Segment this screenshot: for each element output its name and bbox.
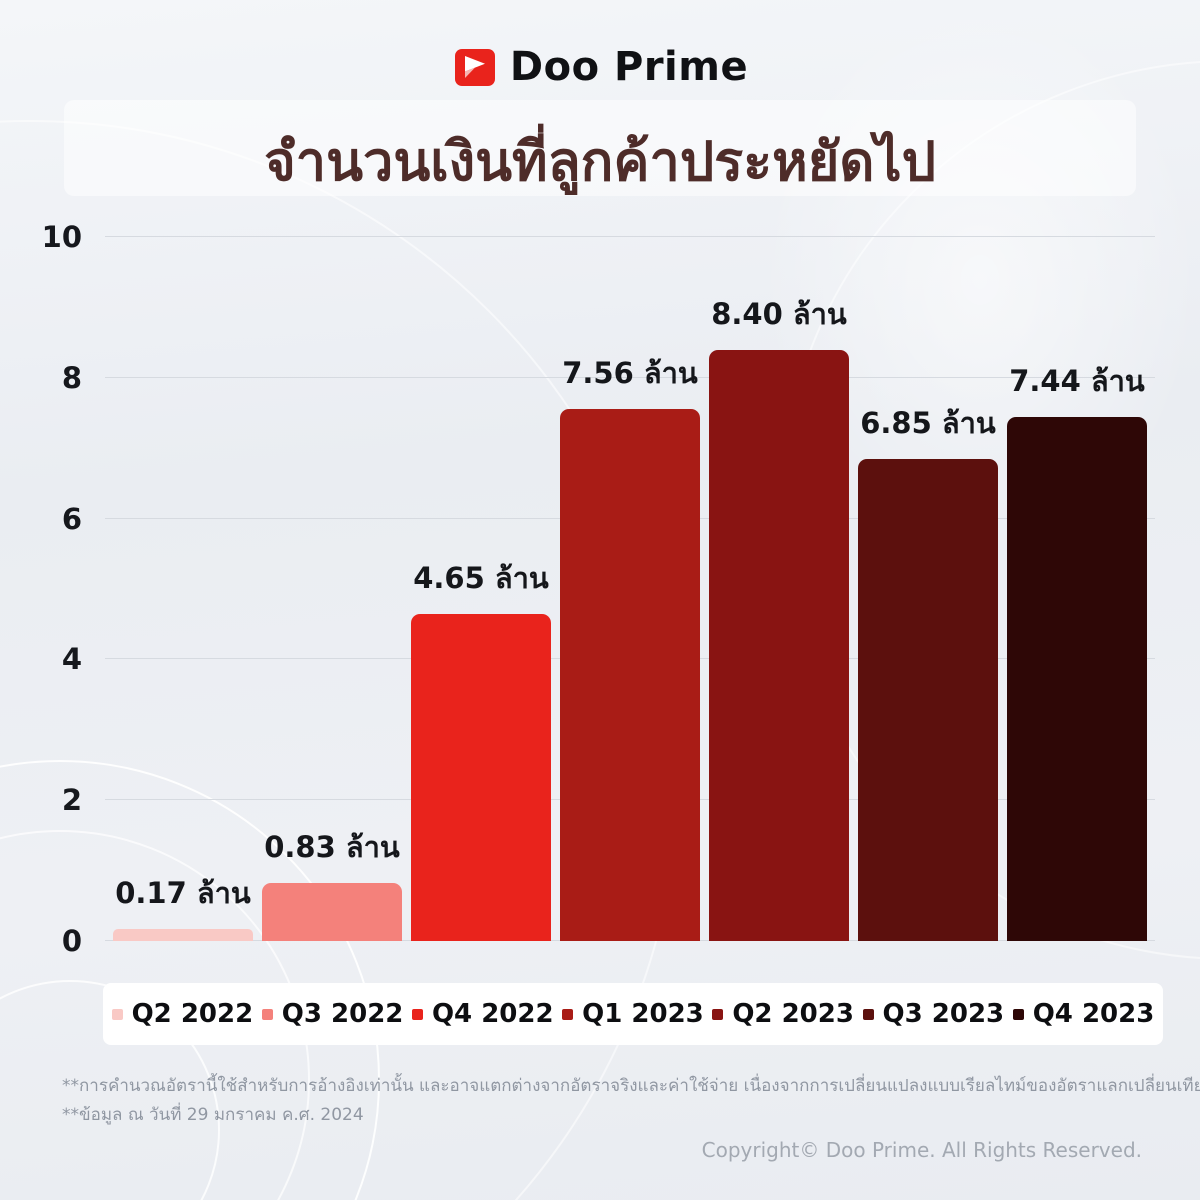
- legend-label: Q1 2023: [582, 999, 704, 1029]
- legend-item-q2-2022: Q2 2022: [111, 999, 254, 1029]
- copyright-text: Copyright© Doo Prime. All Rights Reserve…: [701, 1138, 1142, 1162]
- y-tick-label: 2: [61, 783, 82, 818]
- y-tick-label: 4: [61, 642, 82, 677]
- bar-value-label: 6.85 ล้าน: [860, 405, 996, 440]
- title-background-band: [64, 100, 1136, 196]
- legend-item-q4-2022: Q4 2022: [411, 999, 554, 1029]
- legend-label: Q3 2022: [281, 999, 404, 1029]
- legend-label: Q4 2022: [431, 999, 554, 1029]
- bar-value-label: 0.83 ล้าน: [264, 829, 400, 864]
- bar-q4-2022: 4.65 ล้าน: [411, 561, 551, 941]
- footnote-data-date: **ข้อมูล ณ วันที่ 29 มกราคม ค.ศ. 2024: [62, 1105, 364, 1125]
- plot-area: 0.17 ล้าน 0.83 ล้าน 4.65 ล้าน 7.56 ล้าน 8.40…: [105, 236, 1155, 941]
- brand-logo: Doo Prime: [0, 44, 1200, 90]
- bar-value-label: 0.17 ล้าน: [115, 876, 251, 911]
- legend-item-q3-2023: Q3 2023: [862, 999, 1005, 1029]
- y-tick-label: 8: [61, 360, 82, 395]
- y-tick-label: 10: [41, 220, 82, 254]
- legend-swatch: [261, 1008, 273, 1020]
- bar-value-label: 4.65 ล้าน: [413, 560, 549, 595]
- doo-prime-logo-icon: [454, 49, 495, 86]
- legend-swatch: [111, 1008, 123, 1020]
- legend-label: Q2 2023: [732, 999, 854, 1029]
- y-tick-label: 6: [61, 501, 82, 536]
- legend-swatch: [862, 1008, 874, 1020]
- bar-q2-2022: 0.17 ล้าน: [113, 876, 253, 941]
- bar-value-label: 7.44 ล้าน: [1009, 364, 1145, 399]
- bar-q1-2023: 7.56 ล้าน: [560, 356, 700, 941]
- legend: Q2 2022 Q3 2022 Q4 2022 Q1 2023 Q2 2023 Q3 20…: [103, 983, 1163, 1045]
- legend-swatch: [562, 1008, 574, 1020]
- legend-swatch: [411, 1008, 423, 1020]
- chart-title: จำนวนเงินที่ลูกค้าประหยัดไป: [264, 130, 936, 193]
- footnote-disclaimer: **การคำนวณอัตรานี้ใช้สำหรับการอ้างอิงเท่…: [62, 1076, 1200, 1096]
- bar-q3-2023: 6.85 ล้าน: [858, 406, 998, 941]
- y-tick-label: 0: [61, 924, 82, 958]
- legend-label: Q2 2022: [131, 999, 254, 1029]
- y-axis-labels: 0 2 4 6 8 10: [0, 220, 96, 958]
- bar-q3-2022: 0.83 ล้าน: [262, 830, 402, 941]
- legend-label: Q3 2023: [882, 999, 1005, 1029]
- brand-name: Doo Prime: [509, 44, 749, 90]
- legend-item-q3-2022: Q3 2022: [261, 999, 404, 1029]
- legend-label: Q4 2023: [1032, 999, 1155, 1029]
- bars: 0.17 ล้าน 0.83 ล้าน 4.65 ล้าน 7.56 ล้าน 8.40…: [105, 237, 1155, 941]
- legend-item-q1-2023: Q1 2023: [562, 999, 704, 1029]
- bar-value-label: 7.56 ล้าน: [562, 355, 698, 390]
- bar-q4-2023: 7.44 ล้าน: [1007, 364, 1147, 941]
- gridline: [105, 376, 1155, 378]
- footnotes: **การคำนวณอัตรานี้ใช้สำหรับการอ้างอิงเท่…: [62, 1072, 1200, 1130]
- bar-q2-2023: 8.40 ล้าน: [709, 297, 849, 941]
- legend-item-q2-2023: Q2 2023: [712, 999, 854, 1029]
- legend-swatch: [712, 1008, 724, 1020]
- bar-value-label: 8.40 ล้าน: [711, 296, 847, 331]
- legend-item-q4-2023: Q4 2023: [1012, 999, 1155, 1029]
- gridline: [105, 236, 1155, 237]
- legend-swatch: [1012, 1008, 1024, 1020]
